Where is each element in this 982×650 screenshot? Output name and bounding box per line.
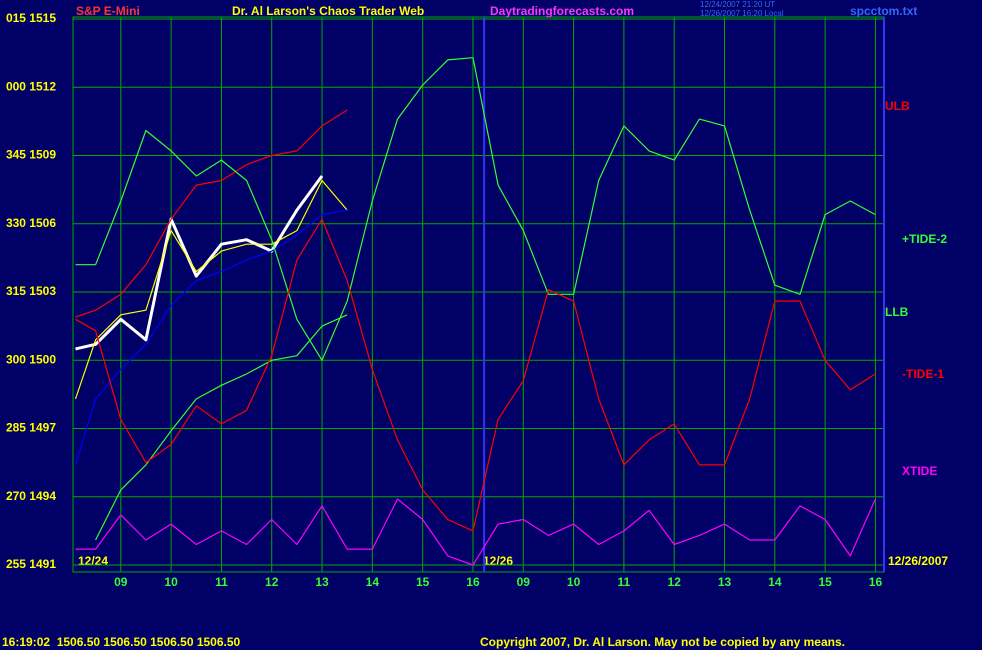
- series-label: +TIDE-2: [902, 232, 947, 246]
- y-tick-label: 015 1515: [6, 11, 56, 25]
- x-tick-label: 12: [668, 575, 682, 589]
- x-tick-label: 14: [768, 575, 782, 589]
- x-tick-label: 09: [114, 575, 128, 589]
- x-tick-label: 11: [618, 575, 631, 589]
- series-label: -TIDE-1: [902, 367, 944, 381]
- timestamp: 12/24/2007 21:20 UT: [700, 0, 775, 9]
- date-label: 12/26: [483, 554, 513, 568]
- series-line: [75, 218, 876, 532]
- series-line: [75, 109, 348, 318]
- symbol: S&P E-Mini: [76, 4, 140, 18]
- x-tick-label: 15: [818, 575, 832, 589]
- series-line: [74, 179, 348, 400]
- y-tick-label: 345 1509: [6, 148, 56, 162]
- y-tick-label: 000 1512: [6, 79, 56, 93]
- file-name: spcctom.txt: [850, 4, 917, 18]
- series-line: [74, 209, 348, 466]
- x-tick-label: 14: [366, 575, 380, 589]
- chart-title: Dr. Al Larson's Chaos Trader Web: [232, 4, 424, 18]
- y-tick-label: 330 1506: [6, 216, 56, 230]
- x-tick-label: 11: [215, 575, 228, 589]
- y-tick-label: 315 1503: [6, 284, 56, 298]
- series-label: ULB: [885, 99, 910, 113]
- series-line: [95, 314, 348, 541]
- series-line: [75, 498, 876, 566]
- series-line: [75, 57, 876, 361]
- x-tick-label: 16: [466, 575, 480, 589]
- series-line: [75, 175, 324, 351]
- timestamp: 12/26/2007 16:20 Local: [700, 9, 784, 18]
- series-label: LLB: [885, 305, 909, 319]
- x-tick-label: 09: [517, 575, 531, 589]
- x-tick-label: 13: [718, 575, 732, 589]
- status: 16:19:02 1506.50 1506.50 1506.50 1506.50: [2, 635, 241, 649]
- y-tick-label: 285 1497: [6, 421, 56, 435]
- x-tick-label: 10: [164, 575, 178, 589]
- y-tick-label: 300 1500: [6, 352, 56, 366]
- x-tick-label: 15: [416, 575, 430, 589]
- x-tick-label: 13: [315, 575, 329, 589]
- y-tick-label: 255 1491: [6, 557, 56, 571]
- series-label: XTIDE: [902, 464, 937, 478]
- date-label: 12/26/2007: [888, 554, 948, 568]
- site: Daytradingforecasts.com: [490, 4, 634, 18]
- y-tick-label: 270 1494: [6, 489, 56, 503]
- date-label: 12/24: [78, 554, 108, 568]
- x-tick-label: 12: [265, 575, 279, 589]
- copyright: Copyright 2007, Dr. Al Larson. May not b…: [480, 635, 845, 649]
- x-tick-label: 10: [567, 575, 581, 589]
- x-tick-label: 16: [869, 575, 883, 589]
